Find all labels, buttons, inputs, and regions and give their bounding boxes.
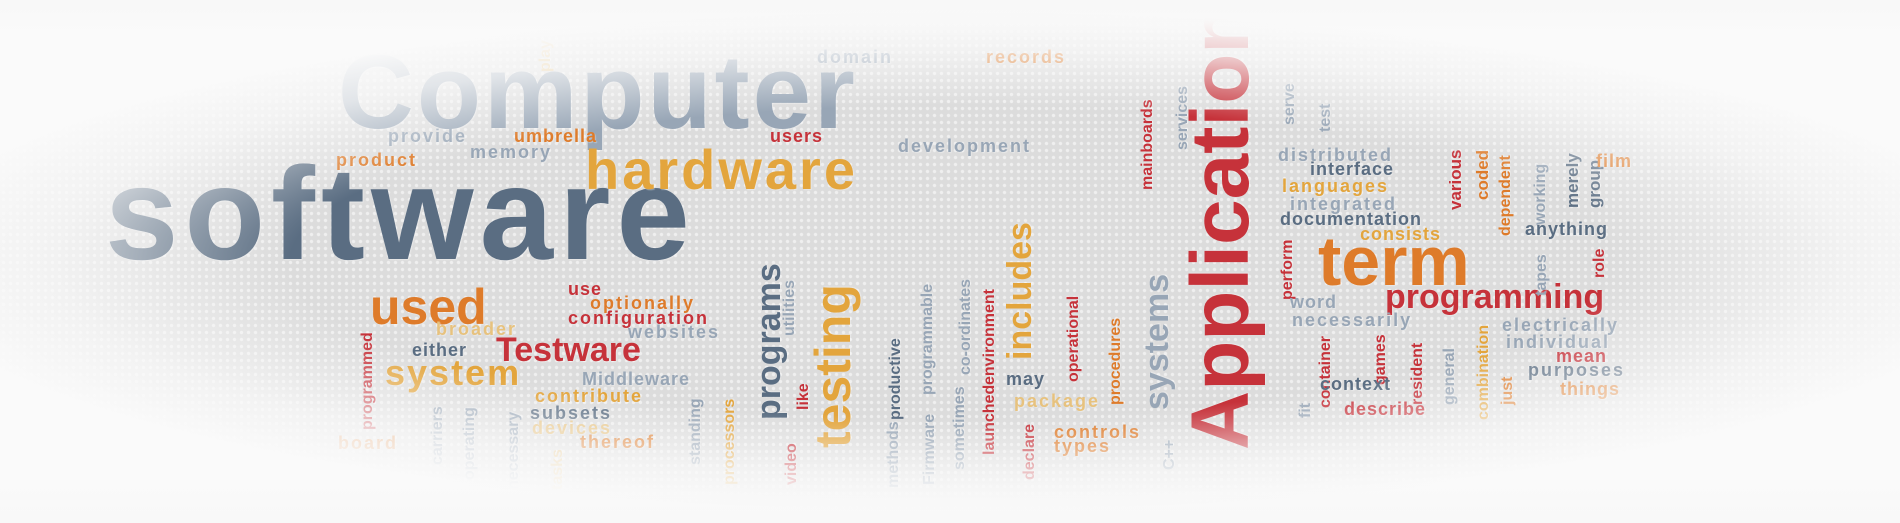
word-processors: processors [721, 398, 738, 485]
word-container: container [1317, 335, 1334, 408]
word-dependent: dependent [1497, 155, 1514, 236]
word-operational: operational [1065, 295, 1082, 382]
word-various: various [1446, 149, 1465, 210]
word-hardware: hardware [585, 138, 858, 201]
word-consists: consists [1360, 224, 1442, 244]
word-just: just [1499, 376, 1516, 405]
word-systems: systems [1138, 273, 1176, 410]
word-services: services [1174, 85, 1191, 150]
word-thereof: thereof [580, 432, 656, 452]
word-provide: provide [388, 126, 468, 146]
word-standing: standing [687, 398, 704, 465]
word-merely: merely [1563, 153, 1582, 208]
word-domain: domain [817, 47, 894, 67]
word-word: word [1290, 292, 1337, 312]
word-application: Application [1175, 3, 1266, 450]
word-may: may [1006, 369, 1046, 389]
word-role: role [1591, 248, 1608, 278]
word-cpp: C++ [1161, 439, 1178, 470]
word-tasks: tasks [549, 449, 566, 490]
word-serve: serve [1281, 83, 1298, 125]
word-fit: fit [1297, 402, 1314, 418]
word-board: board [338, 433, 399, 453]
word-resident: resident [1409, 342, 1426, 405]
word-either: either [412, 340, 468, 360]
word-programming: programming [1385, 278, 1605, 316]
word-users: users [770, 126, 824, 146]
word-utilities: utilities [781, 279, 798, 336]
word-like: like [795, 383, 812, 410]
word-broader: broader [436, 319, 518, 339]
word-package: package [1014, 391, 1101, 411]
word-records: records [986, 47, 1067, 67]
word-test: test [1317, 103, 1334, 132]
word-includes: includes [1001, 222, 1039, 360]
word-languages: languages [1282, 176, 1390, 196]
word-purposes: purposes [1528, 360, 1626, 380]
word-film: film [1596, 151, 1633, 171]
word-video: video [783, 443, 800, 485]
word-environment: environment [981, 288, 998, 385]
word-anything: anything [1525, 219, 1608, 239]
word-procedures: procedures [1107, 317, 1124, 405]
word-types: types [1054, 436, 1112, 456]
word-productive: productive [887, 338, 904, 420]
word-system: system [385, 352, 522, 393]
word-co-ordinates: co-ordinates [957, 278, 974, 375]
word-play: play [537, 39, 554, 72]
word-context: context [1320, 374, 1392, 394]
word-operating: operating [461, 407, 478, 480]
word-things: things [1560, 379, 1620, 399]
word-carriers: carriers [429, 406, 446, 465]
word-general: general [1441, 348, 1458, 405]
word-launched: launched [981, 384, 998, 455]
word-tapes: tapes [1533, 254, 1550, 296]
word-programmable: programmable [919, 283, 936, 395]
word-describe: describe [1344, 399, 1427, 419]
word-programmed: programmed [359, 332, 376, 430]
word-necessary: necessary [505, 411, 522, 490]
word-coded: coded [1473, 149, 1492, 200]
word-necessarily: necessarily [1292, 310, 1413, 330]
word-websites: websites [628, 322, 721, 342]
word-methods: methods [885, 421, 902, 488]
word-firmware: Firmware [921, 413, 938, 485]
word-mainboards: mainboards [1139, 99, 1156, 190]
word-product: product [336, 150, 417, 170]
word-perform: perform [1279, 239, 1296, 300]
word-declare: declare [1021, 423, 1038, 480]
word-memory: memory [470, 142, 553, 162]
word-combination: combination [1475, 324, 1492, 420]
word-testing: testing [805, 284, 861, 448]
word-sometimes: sometimes [951, 386, 968, 470]
word-development: development [898, 136, 1032, 156]
word-working: working [1532, 163, 1549, 225]
